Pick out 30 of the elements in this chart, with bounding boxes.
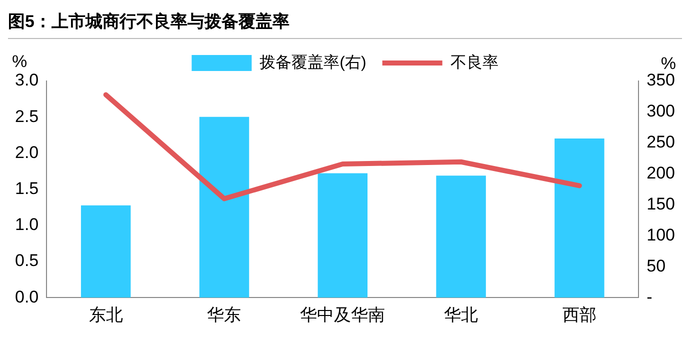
x-tick-label: 东北	[88, 305, 123, 324]
legend-label: 拨备覆盖率(右)	[260, 53, 366, 72]
y-tick-label: 2.0	[14, 142, 39, 162]
y-tick-label: 3.0	[14, 70, 39, 90]
y2-tick-label: 50	[646, 256, 666, 276]
bar	[436, 176, 486, 298]
y2-tick-label: 150	[646, 194, 676, 214]
y-tick-label: 1.0	[14, 215, 39, 234]
legend-label: 不良率	[450, 53, 498, 72]
y2-axis-title: %	[660, 54, 676, 74]
bar	[199, 116, 250, 298]
y2-tick-label: -	[646, 287, 652, 306]
y-tick-label: 1.5	[14, 178, 39, 198]
y-axis-title: %	[12, 52, 28, 72]
y2-tick-label: 250	[646, 132, 676, 152]
y-tick-label: 2.5	[14, 106, 39, 126]
y2-tick-label: 100	[646, 225, 676, 244]
bar	[554, 138, 604, 298]
chart-title: 图5：上市城商行不良率与拨备覆盖率	[8, 8, 682, 39]
y2-tick-label: 200	[646, 164, 676, 183]
x-tick-label: 华北	[444, 305, 478, 324]
y2-tick-label: 350	[646, 70, 676, 90]
bar	[318, 173, 368, 298]
x-tick-label: 西部	[562, 305, 596, 324]
x-tick-label: 华中及华南	[300, 305, 386, 324]
y-tick-label: 0.0	[14, 287, 39, 306]
y2-tick-label: 300	[646, 102, 676, 121]
y-tick-label: 0.5	[14, 251, 39, 270]
x-tick-label: 华东	[207, 305, 242, 324]
bar	[80, 205, 131, 298]
